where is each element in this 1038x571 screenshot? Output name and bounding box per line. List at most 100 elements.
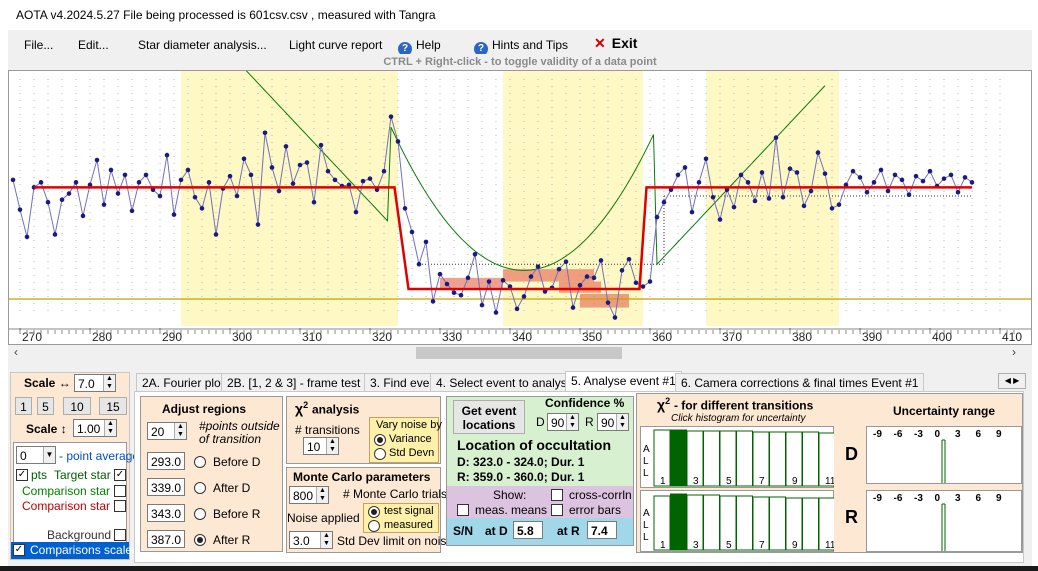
data-point: [598, 258, 604, 263]
chevron-down-icon[interactable]: ▼: [43, 447, 55, 463]
data-point: [66, 191, 72, 196]
transitions-label: # transitions: [295, 423, 360, 437]
test-signal-radio[interactable]: [368, 506, 380, 518]
tab-scroll-buttons[interactable]: ◀ ▶: [998, 373, 1026, 389]
before-d-radio[interactable]: [194, 456, 206, 468]
menu-star-diameter[interactable]: Star diameter analysis...: [138, 38, 267, 52]
variance-radio[interactable]: [374, 434, 386, 446]
plot-scrollbar[interactable]: ‹ ›: [8, 345, 1032, 361]
target-star-checkbox[interactable]: ✓: [114, 469, 126, 481]
data-point: [640, 284, 646, 289]
menu-edit[interactable]: Edit...: [78, 38, 109, 52]
scale-button-1[interactable]: 1: [15, 397, 32, 415]
comp2-checkbox[interactable]: [114, 500, 126, 512]
light-curve-plot[interactable]: 270 280 290 300 310 320 330 340 350 360 370 380 390 4…: [8, 70, 1032, 345]
data-point: [619, 268, 625, 273]
scale-button-15[interactable]: 15: [99, 397, 127, 415]
x-tick-label: 400: [932, 330, 952, 344]
meas-means-label: meas. means: [475, 503, 548, 517]
std-devn-radio[interactable]: [374, 448, 386, 460]
cross-corrln-checkbox[interactable]: [551, 489, 563, 501]
menu-exit[interactable]: ✕ Exit: [594, 35, 637, 52]
noise-applied-label: Noise applied to: [287, 511, 374, 525]
data-point: [157, 193, 163, 199]
comparisons-scaled-row[interactable]: ✓ Comparisons scaled: [11, 542, 139, 559]
tab-analyse-event[interactable]: 5. Analyse event #1: [565, 371, 682, 391]
tab-camera-corrections[interactable]: 6. Camera corrections & final times Even…: [675, 373, 925, 391]
data-point: [710, 194, 716, 200]
data-point: [738, 172, 744, 178]
histogram-bar: [703, 494, 720, 551]
uncertainty-tick: 9: [996, 493, 1002, 504]
menu-light-curve-report[interactable]: Light curve report: [289, 38, 383, 52]
measured-radio[interactable]: [368, 520, 380, 532]
before-r-radio[interactable]: [194, 508, 206, 520]
get-event-locations-button[interactable]: Get event locations: [453, 400, 525, 434]
scale-v-input[interactable]: 1.00 ▲ ▼: [73, 419, 117, 437]
data-point: [493, 310, 499, 315]
spinner-icon[interactable]: ▲ ▼: [566, 414, 578, 430]
histogram-x-label: 9: [792, 540, 798, 551]
chevron-left-icon[interactable]: ‹: [14, 345, 18, 359]
spinner-icon[interactable]: ▲ ▼: [174, 423, 186, 439]
data-point: [227, 173, 233, 179]
scale-v-label: Scale ↕: [26, 422, 67, 436]
menu-hints[interactable]: ? Hints and Tips: [474, 38, 568, 56]
x-tick-label: 300: [232, 330, 252, 344]
error-bars-checkbox[interactable]: [551, 504, 563, 516]
help-icon: ?: [474, 42, 488, 56]
tab-frame-test[interactable]: 2B. [1, 2 & 3] - frame test: [221, 373, 367, 391]
scale-h-input[interactable]: 7.0 ▲ ▼: [74, 374, 116, 392]
tab-find-events[interactable]: 3. Find events: [364, 373, 452, 391]
spinner-icon[interactable]: ▲ ▼: [316, 487, 328, 503]
after-d-radio[interactable]: [194, 482, 206, 494]
data-point: [507, 284, 513, 289]
data-point: [437, 271, 443, 277]
monte-carlo-trials-input[interactable]: 800 ▲ ▼: [289, 486, 329, 504]
scale-button-5[interactable]: 5: [37, 397, 54, 415]
chevron-right-icon[interactable]: ›: [1012, 345, 1016, 359]
point-average-select[interactable]: 0 ▼: [16, 446, 56, 464]
comparisons-scaled-checkbox[interactable]: ✓: [13, 544, 25, 556]
confidence-d-input[interactable]: 90 ▲ ▼: [547, 413, 579, 431]
histogram-title: χ2 - for different transitions: [657, 396, 813, 413]
menu-help[interactable]: ? Help: [398, 38, 441, 56]
error-bars-label: error bars: [569, 503, 622, 517]
spinner-icon[interactable]: ▲ ▼: [103, 375, 115, 391]
data-point: [388, 114, 394, 119]
tab-select-event[interactable]: 4. Select event to analyse: [430, 373, 580, 391]
point-average-label: - point average: [59, 449, 140, 463]
data-point: [332, 177, 338, 183]
x-tick-label: 390: [862, 330, 882, 344]
points-outside-input[interactable]: 20 ▲ ▼: [147, 422, 187, 440]
data-point: [486, 279, 492, 284]
spinner-icon[interactable]: ▲ ▼: [104, 420, 116, 436]
meas-means-checkbox[interactable]: [457, 504, 469, 516]
data-point: [59, 197, 65, 203]
spinner-icon[interactable]: ▲ ▼: [326, 438, 338, 454]
transitions-input[interactable]: 10 ▲ ▼: [303, 437, 339, 455]
after-r-radio[interactable]: [194, 534, 206, 546]
menu-file[interactable]: File...: [24, 38, 54, 52]
close-icon: ✕: [594, 35, 606, 51]
spinner-icon[interactable]: ▲ ▼: [616, 414, 628, 430]
data-point: [780, 194, 786, 200]
comp1-checkbox[interactable]: [114, 485, 126, 497]
std-dev-limit-input[interactable]: 3.0 ▲ ▼: [289, 531, 333, 549]
scrollbar-thumb[interactable]: [416, 347, 622, 359]
uncertainty-tick: -3: [914, 493, 923, 504]
data-point: [731, 204, 737, 210]
data-point: [857, 175, 863, 180]
scale-button-10[interactable]: 10: [63, 397, 91, 415]
pts-checkbox[interactable]: ✓: [16, 469, 28, 481]
confidence-r-input[interactable]: 90 ▲ ▼: [597, 413, 629, 431]
background-checkbox[interactable]: [114, 529, 126, 541]
data-point: [472, 251, 478, 257]
data-point: [80, 213, 86, 219]
data-point: [136, 180, 142, 185]
data-point: [794, 170, 800, 175]
spinner-icon[interactable]: ▲ ▼: [320, 532, 332, 548]
tab-fourier-plot[interactable]: 2A. Fourier plot: [136, 373, 231, 391]
